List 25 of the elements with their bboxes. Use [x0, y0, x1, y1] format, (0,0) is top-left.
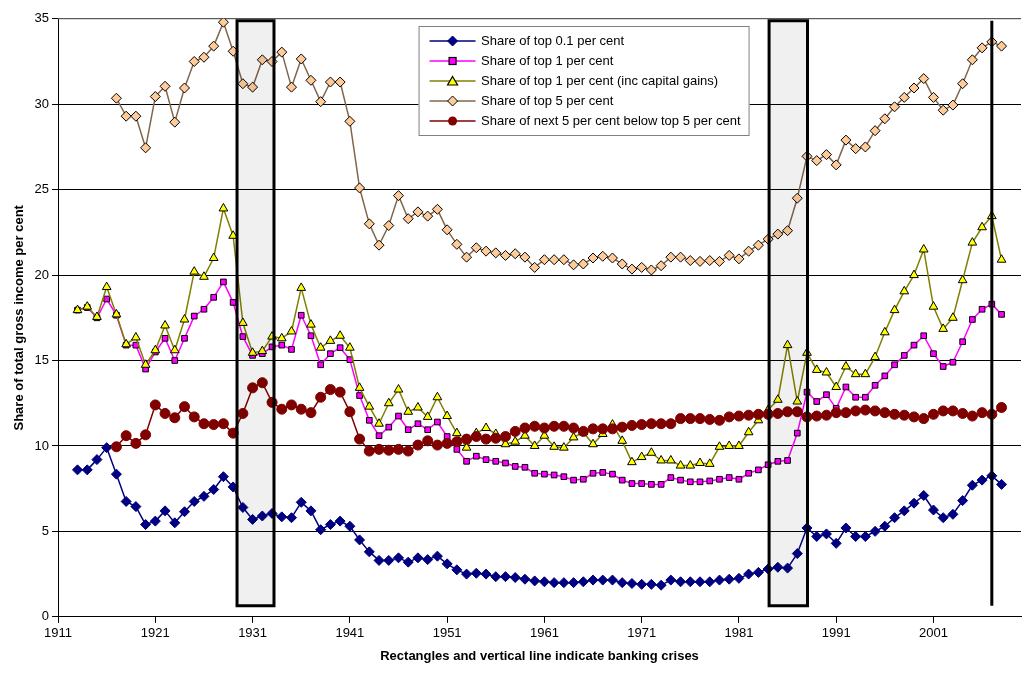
y-tick-label: 20 — [34, 266, 50, 282]
x-tick-label: 1911 — [44, 625, 73, 641]
x-tick-label: 1991 — [821, 625, 851, 641]
legend-label: Share of top 5 per cent — [481, 92, 614, 110]
x-tick-label: 1951 — [432, 625, 462, 641]
x-tick-label: 1931 — [238, 625, 268, 641]
x-tick-label: 1961 — [529, 625, 559, 641]
y-axis-title: Share of total gross income per cent — [11, 204, 27, 431]
y-tick-label: 30 — [34, 95, 50, 111]
x-tick-label: 1921 — [140, 625, 170, 641]
y-tick-label: 25 — [34, 181, 50, 197]
x-tick-label: 1941 — [335, 625, 365, 641]
y-tick-label: 0 — [41, 608, 50, 624]
legend-label: Share of next 5 per cent below top 5 per cent — [481, 112, 741, 130]
x-tick-label: 1981 — [724, 625, 754, 641]
x-axis-title: Rectangles and vertical line indicate banking crises — [380, 647, 699, 663]
y-tick-label: 5 — [41, 522, 50, 538]
y-tick-label: 35 — [34, 10, 50, 26]
y-tick-label: 10 — [34, 437, 50, 453]
legend-label: Share of top 0.1 per cent — [481, 32, 625, 50]
x-tick-label: 1971 — [627, 625, 657, 641]
y-tick-label: 15 — [34, 352, 50, 368]
x-tick-label: 2001 — [919, 625, 948, 641]
legend-label: Share of top 1 per cent (inc capital gains) — [481, 72, 719, 90]
legend-label: Share of top 1 per cent — [481, 52, 614, 70]
